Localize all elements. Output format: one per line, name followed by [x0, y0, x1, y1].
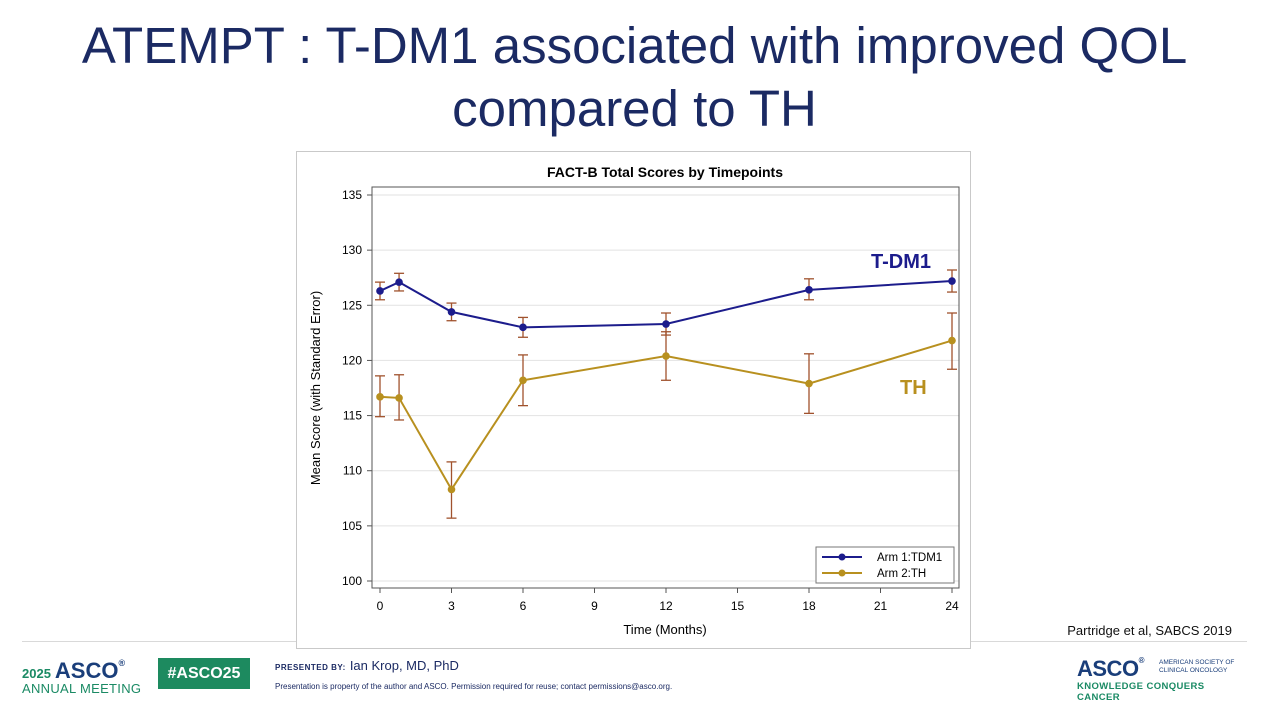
citation: Partridge et al, SABCS 2019: [1067, 623, 1232, 638]
y-tick-label-115: 115: [343, 409, 362, 423]
data-point-th-4: [662, 352, 670, 360]
y-tick-label-120: 120: [342, 353, 362, 367]
org-name-line-2: CLINICAL ONCOLOGY: [1159, 667, 1228, 674]
chart-title: FACT-B Total Scores by Timepoints: [547, 164, 783, 180]
chart-panel: FACT-B Total Scores by Timepoints 100 105…: [296, 151, 971, 649]
data-point-th-0: [376, 393, 384, 401]
y-tick-label-105: 105: [342, 519, 362, 533]
legend-box: [815, 546, 955, 584]
annotation-tdm1: T-DM1: [871, 251, 931, 273]
meeting-year: 2025: [22, 666, 51, 681]
meeting-brand: ASCO: [54, 658, 119, 683]
x-axis-label: Time (Months): [623, 622, 706, 637]
data-point-th-2: [447, 485, 456, 494]
data-point-th-5: [805, 379, 813, 388]
data-point-tdm1-3: [519, 323, 527, 332]
legend-label-th: Arm 2:TH: [877, 568, 926, 580]
data-point-tdm1-2: [447, 308, 456, 316]
presenter-name: Ian Krop, MD, PhD: [349, 658, 459, 673]
x-tick-label-21: 21: [874, 599, 888, 613]
x-tick-label-3: 3: [448, 599, 455, 613]
legend-label-tdm1: Arm 1:TDM1: [877, 552, 942, 564]
data-point-th-3: [519, 376, 527, 385]
data-point-tdm1-6: [948, 277, 956, 285]
org-registered-mark: ®: [1138, 656, 1145, 665]
meeting-subtitle: ANNUAL MEETING: [22, 681, 142, 696]
slide-title-line-2: compared to TH: [452, 80, 817, 137]
x-tick-label-6: 6: [520, 599, 527, 613]
y-tick-label-125: 125: [342, 298, 362, 312]
annotation-th: TH: [900, 377, 927, 399]
x-tick-label-12: 12: [659, 599, 673, 613]
y-tick-label-135: 135: [342, 188, 362, 202]
x-tick-label-9: 9: [591, 599, 598, 613]
x-tick-label-15: 15: [731, 599, 745, 613]
org-name: AMERICAN SOCIETY OF CLINICAL ONCOLOGY: [1159, 659, 1234, 675]
footer-divider-right: [971, 641, 1247, 642]
footer-divider-left: [22, 641, 296, 642]
legend-marker-tdm1: [838, 553, 846, 561]
y-tick-label-110: 110: [343, 464, 362, 478]
org-brand: ASCO: [1077, 656, 1139, 681]
data-point-tdm1-1: [395, 278, 403, 286]
x-tick-label-18: 18: [802, 599, 816, 613]
data-point-th-1: [395, 394, 403, 402]
org-tagline: KNOWLEDGE CONQUERS CANCER: [1077, 681, 1205, 703]
fact-b-line-chart: FACT-B Total Scores by Timepoints 100 105…: [308, 164, 960, 637]
presenter-line: PRESENTED BY: Ian Krop, MD, PhD: [275, 658, 459, 673]
data-point-th-6: [948, 336, 956, 345]
org-name-line-1: AMERICAN SOCIETY OF: [1159, 659, 1235, 666]
x-tick-label-24: 24: [945, 599, 959, 613]
axes: 100 105 110 115 120 125 130 135 0 3 6 9 12 15 18 21 24: [342, 188, 959, 613]
y-axis-label: Mean Score (with Standard Error): [308, 291, 323, 485]
slide-title: ATEMPT : T-DM1 associated with improved …: [0, 14, 1269, 140]
y-tick-label-130: 130: [342, 243, 362, 257]
data-point-tdm1-5: [805, 286, 813, 294]
meeting-registered-mark: ®: [118, 658, 126, 668]
series-layer: [375, 269, 957, 519]
y-tick-label-100: 100: [342, 574, 362, 588]
asco-annual-meeting-logo: 2025 ASCO® ANNUAL MEETING: [22, 658, 141, 696]
data-point-tdm1-0: [376, 287, 384, 295]
data-point-tdm1-4: [662, 320, 670, 328]
slide-title-line-1: ATEMPT : T-DM1 associated with improved …: [81, 17, 1188, 74]
x-tick-label-0: 0: [377, 599, 384, 613]
asco-society-logo: ASCO® AMERICAN SOCIETY OF CLINICAL ONCOL…: [1077, 656, 1249, 703]
legend: Arm 1:TDM1 Arm 2:TH: [815, 546, 955, 584]
legend-marker-th: [838, 569, 846, 577]
presented-by-label: PRESENTED BY:: [275, 663, 346, 672]
disclaimer: Presentation is property of the author a…: [275, 682, 673, 691]
hashtag-badge: #ASCO25: [158, 658, 250, 689]
plot-area-border: [371, 186, 960, 589]
